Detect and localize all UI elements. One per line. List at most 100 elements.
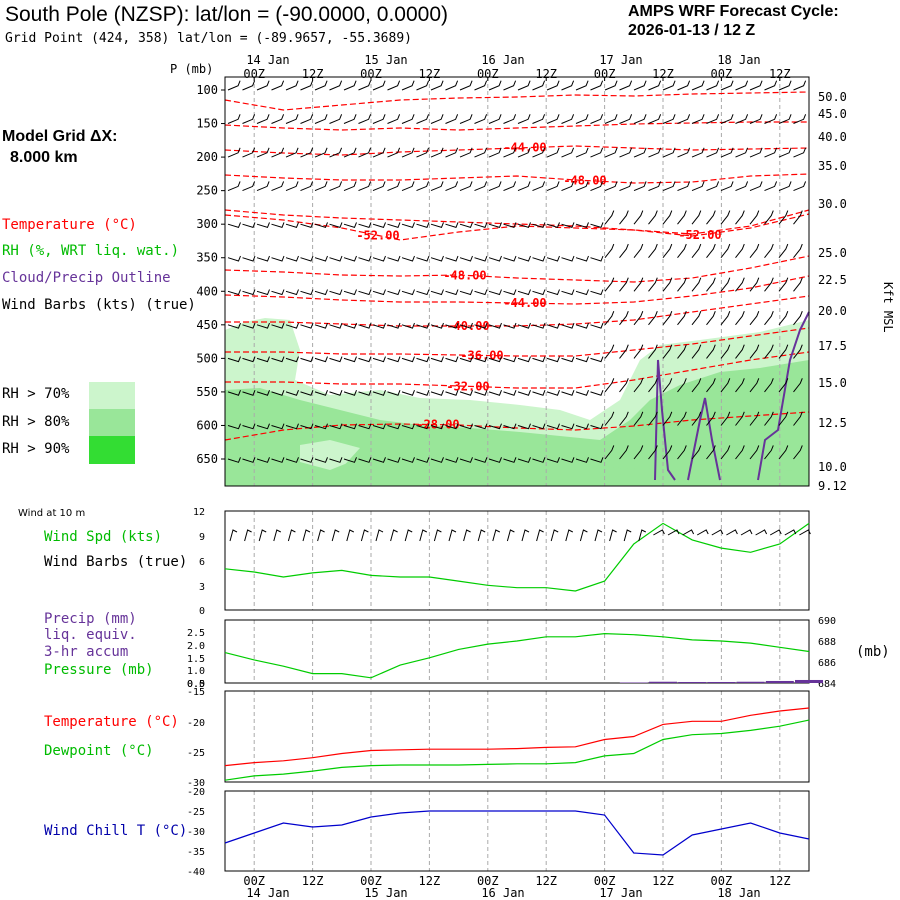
wind-barb <box>488 255 502 262</box>
wind-barb <box>575 289 589 296</box>
wind-barb <box>691 378 702 393</box>
bottom-time-tick-label: 00Z <box>711 874 733 888</box>
wind-barb <box>358 289 372 296</box>
wind-barb <box>720 210 731 225</box>
wind-barb <box>503 322 517 329</box>
wind-barb <box>227 255 241 262</box>
surface-wind-barb <box>375 529 384 542</box>
wind-barb <box>329 255 343 262</box>
wind-barb <box>372 423 386 430</box>
wind-barb <box>633 243 644 259</box>
surface-wind-barb <box>477 529 486 542</box>
wind-barb <box>706 277 716 292</box>
wind-barb <box>590 356 604 363</box>
wind-barb <box>314 289 328 296</box>
wind-barb <box>517 356 531 363</box>
wind-barb <box>648 210 658 225</box>
wind-barb <box>662 277 673 292</box>
wind-barb <box>517 80 531 91</box>
wind-barb <box>401 457 415 463</box>
pressure-tick-label: 500 <box>196 351 218 365</box>
wind-barb <box>372 147 386 158</box>
wind-barb <box>735 378 745 393</box>
wind-barb <box>633 277 644 292</box>
surface-wind-barb <box>799 529 811 536</box>
wind-barb <box>706 411 716 426</box>
kft-tick-label: 45.0 <box>818 107 847 121</box>
surface-wind-barb <box>667 529 680 536</box>
wind-barb <box>300 114 314 124</box>
wind-barb <box>720 114 734 124</box>
wind-barb <box>590 390 604 396</box>
wind-barb <box>604 80 618 91</box>
wind-barb <box>532 322 546 329</box>
wind-barb <box>285 147 299 158</box>
windchill-panel-y-tick-label: -40 <box>187 867 205 878</box>
wind-barb <box>459 322 473 329</box>
wind-barb <box>677 277 687 292</box>
wind-barb <box>488 181 502 192</box>
precip-bar <box>619 682 648 683</box>
wind-barb <box>358 222 372 229</box>
wind-barb <box>517 181 531 192</box>
wind-barb <box>793 277 803 292</box>
wind-barb <box>778 311 789 326</box>
wind-barb <box>372 457 386 463</box>
wind-barb <box>706 114 720 124</box>
surface-wind-barb <box>331 529 340 542</box>
wind-barb <box>749 277 760 292</box>
wind-barb <box>329 147 343 158</box>
rh-bin-label-90: RH > 90% <box>2 441 70 457</box>
wind-barb <box>778 80 792 91</box>
wind-barb <box>445 289 459 296</box>
wind-barb <box>546 423 560 430</box>
wind-barb <box>329 289 343 296</box>
wind-barb <box>590 255 604 262</box>
temperature-contour-label: -44.00 <box>503 296 546 310</box>
wind-barb <box>561 457 575 463</box>
wind-barb <box>227 289 241 296</box>
wind-barb <box>474 289 488 296</box>
rh-swatch-70 <box>89 382 135 409</box>
surface-wind-barb <box>579 529 588 542</box>
wind-barb <box>401 356 415 363</box>
wind-barb <box>532 356 546 363</box>
dewpoint-line <box>224 719 810 781</box>
wind-barb <box>372 289 386 296</box>
wind-barb <box>720 344 731 359</box>
wind-barb <box>532 255 546 262</box>
bottom-time-tick-label: 12Z <box>652 874 674 888</box>
wind-barb <box>459 114 473 124</box>
wind-barb <box>633 344 644 359</box>
wind-barb <box>561 222 575 229</box>
bottom-day-label: 14 Jan <box>246 886 289 900</box>
wind-barb <box>343 322 357 329</box>
precip-panel-y-tick-label: 2.5 <box>187 628 205 639</box>
top-time-tick-label: 00Z <box>594 67 616 81</box>
precip-bar <box>649 681 677 683</box>
wind-barb <box>271 390 285 396</box>
wind-barb <box>503 222 517 229</box>
legend-rh: RH (%, WRT liq. wat.) <box>2 243 180 259</box>
precip-bar <box>678 681 707 683</box>
wind-barb <box>256 255 270 262</box>
wind-barb <box>300 181 314 192</box>
wind-barb <box>619 147 633 158</box>
wind-barb <box>285 390 299 396</box>
wind-barb <box>358 322 372 329</box>
wind-barb <box>474 322 488 329</box>
wind-barb <box>474 356 488 363</box>
wind-barb <box>242 423 256 430</box>
wind-barb <box>561 80 575 91</box>
kft-tick-label: 17.5 <box>818 339 847 353</box>
wind-barb <box>285 423 299 430</box>
surface-wind-barb <box>317 529 325 542</box>
wind-barb <box>691 114 705 124</box>
wind-barb <box>285 457 299 463</box>
wind-barb <box>561 114 575 124</box>
cross-section-frame <box>224 76 810 487</box>
surface-wind-barb <box>404 529 413 542</box>
wind-barb <box>430 356 444 363</box>
wind-barb <box>430 457 444 463</box>
wind-barb <box>459 181 473 192</box>
